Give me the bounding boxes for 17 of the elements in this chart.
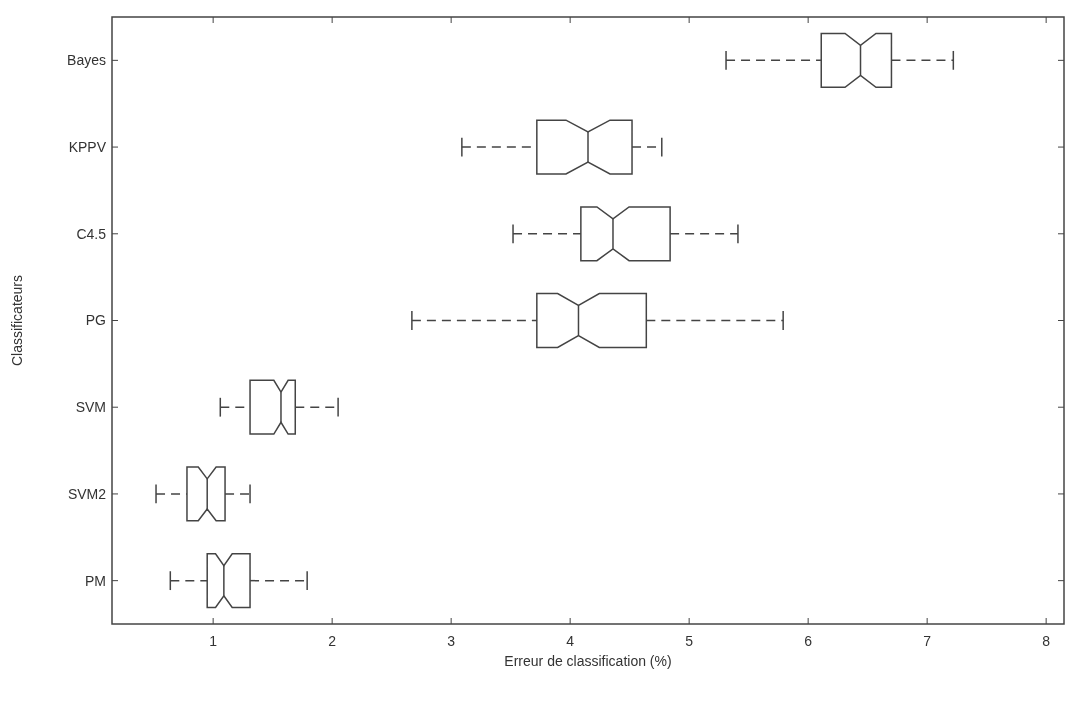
x-axis-title: Erreur de classification (%): [504, 653, 672, 669]
x-tick-label: 3: [447, 633, 456, 649]
x-tick-label: 5: [685, 633, 694, 649]
x-tick-label: 1: [209, 633, 218, 649]
y-tick-label: Bayes: [67, 52, 106, 69]
y-axis-title: Classificateurs: [9, 274, 25, 367]
x-tick-label: 6: [804, 633, 813, 649]
y-tick-label: C4.5: [76, 225, 107, 242]
x-tick-label: 7: [923, 633, 932, 649]
x-tick-label: 2: [328, 633, 337, 649]
x-tick-label: 8: [1042, 633, 1051, 649]
y-tick-label: KPPV: [68, 138, 107, 155]
y-tick-label: SVM: [75, 399, 106, 416]
x-tick-label: 4: [566, 633, 575, 649]
y-tick-label: SVM2: [67, 485, 107, 502]
y-tick-label: PG: [85, 312, 106, 329]
y-tick-label: PM: [85, 572, 106, 589]
